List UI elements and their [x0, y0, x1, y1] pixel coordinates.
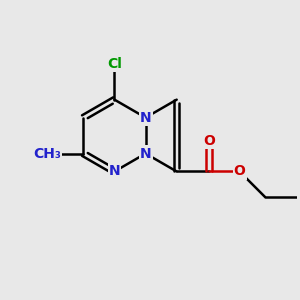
Text: N: N: [140, 146, 152, 161]
Text: Cl: Cl: [107, 57, 122, 71]
Text: CH₃: CH₃: [34, 146, 62, 161]
Text: O: O: [203, 134, 215, 148]
Text: O: O: [234, 164, 245, 178]
Text: N: N: [109, 164, 120, 178]
Text: N: N: [140, 111, 152, 124]
